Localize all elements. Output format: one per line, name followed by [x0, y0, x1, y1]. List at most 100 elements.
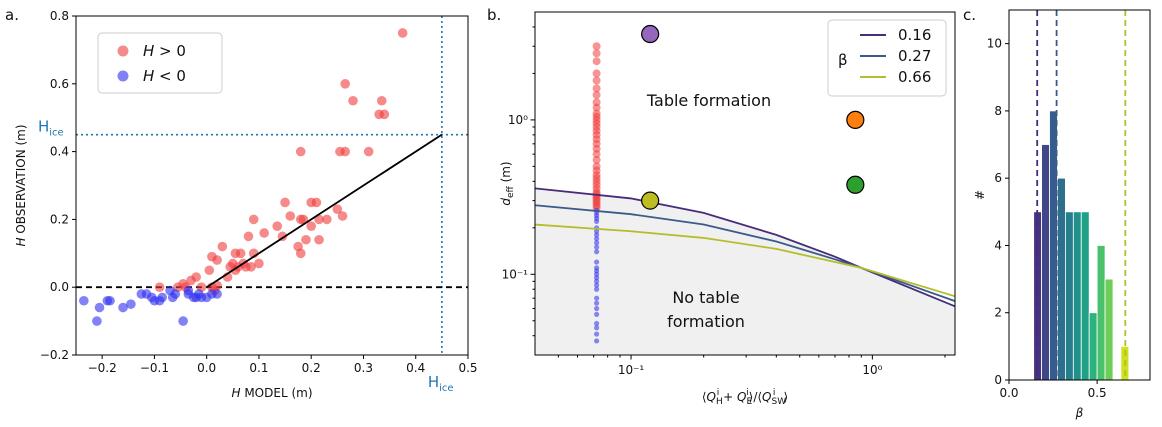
histogram-bar [1057, 177, 1066, 381]
positive-point [379, 109, 390, 120]
x-axis-label: H MODEL (m) [231, 386, 312, 400]
positive-point [306, 221, 317, 231]
x-axis-label: ⟨QHi + QEi⟩/⟨QSWi ⟩ [702, 388, 788, 407]
axes-frame [534, 11, 956, 356]
column-red-point [592, 150, 601, 159]
y-tick-label: 10⁻¹ [502, 267, 529, 281]
y-axis-label: deff (m) [499, 161, 516, 205]
x-tick-label: 0.0 [197, 361, 216, 375]
histogram-bar [1072, 211, 1082, 381]
x-tick-label: 0.4 [406, 361, 425, 375]
y-tick-label: 0.0 [50, 280, 69, 294]
negative-point [126, 299, 136, 309]
column-red-point [592, 42, 601, 51]
legend-entry: 0.27 [898, 47, 931, 65]
positive-point [397, 28, 408, 38]
column-blue-point [594, 249, 600, 255]
negative-point [178, 316, 188, 326]
positive-point [322, 214, 332, 225]
panel-c: 0.0 0.5 0 2 4 6 8 10 β # c. [963, 6, 1151, 420]
column-blue-point [594, 305, 600, 312]
column-blue-point [594, 325, 600, 331]
y-tick-label: −0.2 [40, 348, 69, 362]
legend-marker [117, 45, 129, 57]
column-red-point [592, 103, 601, 112]
fit-line [206, 133, 443, 288]
column-blue-point [594, 259, 600, 265]
x-axis-label: β [1075, 406, 1084, 420]
column-blue-point [594, 218, 600, 225]
region-label-no-table-1: No table [672, 288, 739, 307]
positive-point [295, 146, 306, 157]
column-blue-point [594, 232, 600, 238]
positive-point [332, 204, 343, 215]
hice-y-label: Hice [38, 118, 64, 139]
y-tick-label: 8 [994, 104, 1002, 118]
negative-point [94, 302, 105, 313]
negative-point [157, 292, 168, 303]
y-tick-label: 4 [994, 238, 1002, 252]
positive-point [298, 214, 309, 225]
highlight-marker [846, 175, 865, 194]
y-tick-label: 0.6 [50, 77, 69, 91]
panel-a: −0.2 −0.1 0.0 0.1 0.2 0.3 0.4 0.5 −0.2 0.0 0.2 0.4 0… [5, 6, 478, 400]
histogram-bar [1096, 245, 1106, 381]
positive-point [272, 221, 283, 231]
x-tick-label: 0.5 [458, 361, 477, 375]
positive-point [241, 262, 251, 272]
column-blue-point [594, 338, 600, 344]
column-red-point [592, 69, 601, 78]
positive-point [301, 234, 311, 245]
positive-point [204, 265, 215, 276]
column-blue-point [594, 300, 600, 306]
y-tick-label: 0 [994, 373, 1002, 387]
positive-point [314, 234, 324, 245]
positive-point [348, 95, 358, 106]
positive-point [376, 95, 387, 106]
positive-point [311, 197, 322, 208]
highlight-marker [846, 110, 865, 130]
histogram-bar [1080, 211, 1090, 381]
y-axis-label: H OBSERVATION (m) [14, 124, 28, 246]
y-tick-label: 0.8 [50, 9, 69, 23]
column-blue-point [594, 331, 600, 337]
legend-box [97, 32, 223, 94]
histogram-bar [1104, 278, 1114, 381]
y-tick-label: 0.2 [50, 212, 69, 226]
y-axis-label: # [973, 190, 987, 200]
legend-entry: 0.66 [898, 68, 931, 86]
column-blue-point [594, 228, 600, 234]
positive-point [186, 275, 196, 286]
column-red-point [592, 49, 601, 58]
positive-point [235, 248, 246, 259]
column-blue-point [594, 320, 600, 327]
positive-point [340, 79, 350, 89]
x-tick-label: −0.1 [140, 361, 169, 375]
positive-point [248, 214, 259, 225]
legend-entry: H > 0 [143, 42, 186, 60]
column-blue-point [594, 275, 600, 281]
region-label-table: Table formation [646, 91, 771, 110]
histogram-bar [1088, 312, 1098, 381]
x-tick-label: 10⁰ [862, 363, 882, 377]
legend-entry: H < 0 [143, 67, 186, 85]
column-blue-point [594, 282, 600, 288]
axes-frame [1008, 9, 1151, 381]
positive-point [212, 255, 222, 265]
panel-label-b: b. [487, 6, 501, 24]
negative-point [165, 285, 175, 296]
y-tick-label: 0.4 [50, 145, 69, 159]
negative-point [105, 295, 115, 306]
y-tick-label: 6 [994, 171, 1002, 185]
x-tick-label: −0.2 [88, 361, 117, 375]
region-label-no-table-2: formation [667, 312, 745, 331]
x-tick-label: 10⁻¹ [618, 363, 645, 377]
positive-point [280, 197, 290, 208]
y-tick-label: 2 [994, 306, 1002, 320]
column-blue-point [594, 286, 600, 292]
positive-point [259, 228, 269, 238]
panel-b: 10⁻¹ 10⁰ 10⁻¹ 10⁰ ⟨QHi + QEi⟩/⟨QSWi ⟩ deff (m)… [487, 6, 956, 407]
positive-point [254, 258, 264, 269]
legend-marker [117, 70, 129, 82]
x-tick-label: 0.5 [1088, 386, 1107, 400]
